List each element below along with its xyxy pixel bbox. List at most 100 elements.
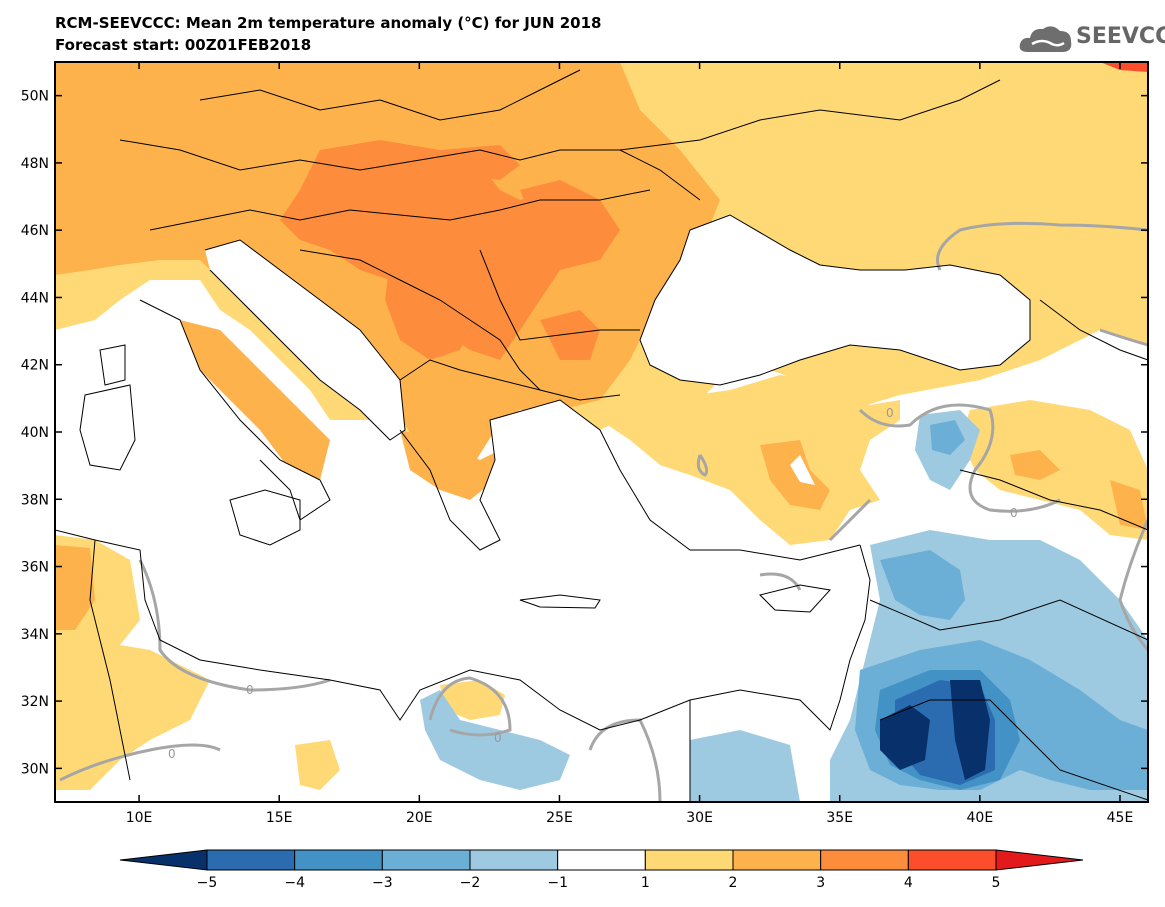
lat-label: 36N bbox=[21, 560, 49, 576]
coastline-sicily bbox=[229, 489, 301, 546]
coastline-crete bbox=[519, 594, 601, 609]
anomaly-region-libya2 bbox=[295, 740, 340, 790]
contour-label: 0 bbox=[1010, 506, 1018, 520]
anomaly-region-plus3-bulgaria bbox=[540, 310, 600, 360]
lon-label: 15E bbox=[266, 810, 293, 826]
lat-label: 34N bbox=[21, 627, 49, 643]
border-europe-2 bbox=[119, 139, 701, 201]
anomaly-region-plus3-caucasus bbox=[1010, 450, 1060, 480]
seevccc-logo: SEEVCCC bbox=[1018, 20, 1165, 60]
lat-label: 40N bbox=[21, 425, 49, 441]
contour-label: 0 bbox=[886, 406, 894, 420]
zero-contour-1 bbox=[1099, 328, 1148, 347]
border-turkey bbox=[959, 469, 1148, 531]
lat-label: 50N bbox=[21, 89, 49, 105]
anomaly-region-minus1-libya bbox=[420, 690, 570, 790]
anomaly-region-plus3-iran bbox=[1110, 480, 1148, 530]
border-ukraine bbox=[619, 79, 1001, 151]
colorbar-segment bbox=[820, 849, 909, 871]
anomaly-region-italy bbox=[180, 320, 330, 480]
anomaly-region-plus3-ukr bbox=[520, 180, 610, 250]
lat-label: 42N bbox=[21, 358, 49, 374]
anomaly-region-libya bbox=[440, 680, 505, 720]
coastline-cyprus bbox=[759, 584, 831, 613]
border-balkans-3 bbox=[399, 359, 541, 391]
lat-label: 44N bbox=[21, 290, 49, 306]
lon-label: 10E bbox=[126, 810, 153, 826]
colorbar-segment bbox=[469, 849, 559, 871]
anomaly-region-neutral-anatolia bbox=[790, 455, 815, 485]
anomaly-region-plus3-balkan bbox=[385, 250, 480, 360]
anomaly-region-plus4 bbox=[1100, 62, 1148, 72]
aegean-sea bbox=[480, 400, 690, 590]
coastlines-borders bbox=[55, 69, 1148, 802]
coastline-sardinia bbox=[79, 384, 136, 471]
border-libya-tunisia bbox=[89, 539, 131, 781]
zero-contour-2 bbox=[936, 221, 1148, 271]
anomaly-region-minus2 bbox=[880, 550, 965, 620]
border-europe-1 bbox=[199, 69, 581, 121]
anomaly-region-minus1-egypt bbox=[690, 730, 800, 802]
zero-contour-5 bbox=[828, 498, 872, 542]
colorbar-segment bbox=[381, 849, 471, 871]
colorbar-segment bbox=[644, 849, 734, 871]
border-balkans-2 bbox=[479, 249, 640, 341]
anomaly-region-anatolia bbox=[600, 375, 900, 545]
colorbar-label: −1 bbox=[547, 875, 568, 891]
colorbar-label: 5 bbox=[992, 875, 1001, 891]
zero-contour-4 bbox=[696, 454, 709, 477]
axis-labels: 30N 32N 34N 36N 38N 40N 42N 44N 46N 48N 50N 10E 15E 2… bbox=[21, 62, 1148, 826]
contour-label: 0 bbox=[168, 747, 176, 761]
anomaly-region-plus3-anatolia bbox=[760, 440, 830, 510]
coastline-corsica bbox=[99, 344, 126, 386]
lat-label: 38N bbox=[21, 492, 49, 508]
lon-label: 20E bbox=[406, 810, 433, 826]
lon-label: 30E bbox=[686, 810, 713, 826]
zero-contour-3 bbox=[858, 403, 1061, 513]
zero-contour-7 bbox=[59, 743, 221, 782]
colorbar-label: 4 bbox=[904, 875, 913, 891]
logo-text: SEEVCCC bbox=[1076, 24, 1165, 49]
lat-label: 48N bbox=[21, 156, 49, 172]
border-iraq-saudi bbox=[879, 699, 1148, 801]
coastline-greece-turkey bbox=[399, 399, 861, 561]
colorbar-segment bbox=[907, 849, 997, 871]
lat-label: 30N bbox=[21, 761, 49, 777]
coastline-adriatic bbox=[204, 239, 406, 441]
forecast-start-label: Forecast start: 00Z01FEB2018 bbox=[55, 36, 312, 54]
lon-label: 35E bbox=[826, 810, 853, 826]
coastline-black-sea bbox=[639, 214, 1031, 386]
zero-contour-10 bbox=[1118, 519, 1148, 652]
colorbar-label: −4 bbox=[284, 875, 305, 891]
black-sea bbox=[640, 215, 1030, 385]
border-europe-3 bbox=[149, 189, 651, 231]
coastline-africa bbox=[55, 529, 821, 731]
colorbar-label: −5 bbox=[197, 875, 218, 891]
anomaly-region-minus2-turkey bbox=[930, 420, 965, 455]
anomaly-region-minus5-b bbox=[950, 680, 990, 780]
colorbar-over-triangle bbox=[995, 849, 1084, 871]
cloud-icon bbox=[1019, 26, 1072, 52]
lat-label: 32N bbox=[21, 694, 49, 710]
colorbar-segment bbox=[294, 849, 383, 871]
anomaly-region-greece bbox=[400, 430, 500, 500]
map-title: RCM-SEEVCCC: Mean 2m temperature anomaly… bbox=[55, 14, 602, 32]
zero-contour-8 bbox=[428, 676, 512, 737]
lon-label: 45E bbox=[1107, 810, 1134, 826]
colorbar-under-triangle bbox=[119, 849, 208, 871]
colorbar-segment bbox=[732, 849, 822, 871]
colorbar-segment bbox=[557, 849, 646, 871]
zero-contours bbox=[59, 221, 1148, 802]
zero-contour-6 bbox=[138, 559, 331, 692]
colorbar-segment bbox=[206, 849, 296, 871]
contour-label: 0 bbox=[494, 731, 502, 745]
coastline-italy bbox=[139, 299, 331, 521]
zero-contour-11 bbox=[759, 572, 802, 591]
border-balkans bbox=[299, 249, 621, 401]
colorbar-label: 1 bbox=[641, 875, 650, 891]
colorbar-label: −2 bbox=[460, 875, 481, 891]
anomaly-region-russia bbox=[620, 62, 1148, 335]
lon-label: 25E bbox=[546, 810, 573, 826]
colorbar: −5 −4 −3 −2 −1 1 2 3 4 5 bbox=[119, 849, 1084, 891]
border-middle-east bbox=[869, 599, 1148, 641]
